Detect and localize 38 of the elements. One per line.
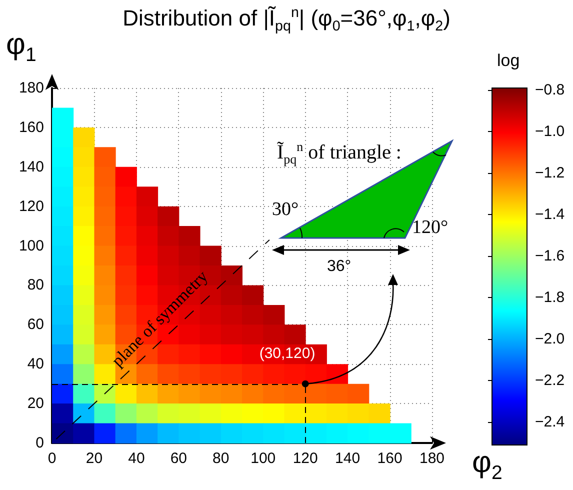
y-tick-label: 20 [27, 395, 44, 412]
chart-title: Distribution of |Ĩ$_{pq}$$^{n}$| (φ$_{0}$=36°,φ$_{1}$,φ$_{2}$) [122, 5, 450, 35]
y-tick-label: 0 [36, 434, 44, 452]
color-bar-label: −1.6 [535, 248, 565, 265]
x-tick-label: 180 [419, 450, 445, 467]
y-tick-label: 180 [18, 80, 44, 96]
x-tick-label: 40 [128, 450, 145, 467]
y-tick-label: 40 [27, 356, 44, 373]
x-tick-label: 160 [377, 450, 402, 467]
color-bar-label: −2.2 [535, 372, 565, 390]
x-tick-label: 80 [212, 450, 230, 467]
x-tick-label: 20 [86, 450, 103, 467]
annotation: 30° [272, 199, 299, 220]
x-tick-label: 0 [48, 450, 56, 467]
x-tick-label: 100 [250, 450, 276, 467]
color-bar-label: −1.2 [535, 164, 565, 182]
x-tick-label: 140 [335, 450, 360, 467]
color-bar-label: −0.8 [535, 82, 565, 99]
y-tick-label: 80 [27, 276, 44, 294]
y-axis-title: φ$_{1}$ [6, 28, 36, 66]
annotation: Ĩ$_{pq}$$^{n}$ of triangle : [277, 139, 402, 167]
annotation: (30,120) [259, 344, 316, 362]
annotation: 36° [327, 258, 352, 275]
color-bar-label: −1.8 [535, 289, 565, 306]
color-bar-label: −1.4 [535, 206, 565, 224]
x-tick-label: 120 [292, 450, 318, 467]
color-bar-label: −2.0 [535, 330, 565, 348]
annotation: 120° [412, 217, 448, 238]
x-tick-label: 60 [170, 450, 188, 467]
color-bar-label: −1.0 [535, 123, 565, 140]
y-tick-label: 140 [18, 158, 44, 176]
y-tick-label: 60 [27, 316, 44, 334]
y-tick-label: 120 [18, 198, 44, 215]
color-bar-label: −2.4 [535, 414, 565, 431]
y-tick-label: 160 [18, 118, 44, 136]
x-axis-title: φ$_{2}$ [472, 446, 502, 484]
color-bar-title: log [497, 51, 520, 70]
y-tick-label: 100 [18, 237, 44, 254]
